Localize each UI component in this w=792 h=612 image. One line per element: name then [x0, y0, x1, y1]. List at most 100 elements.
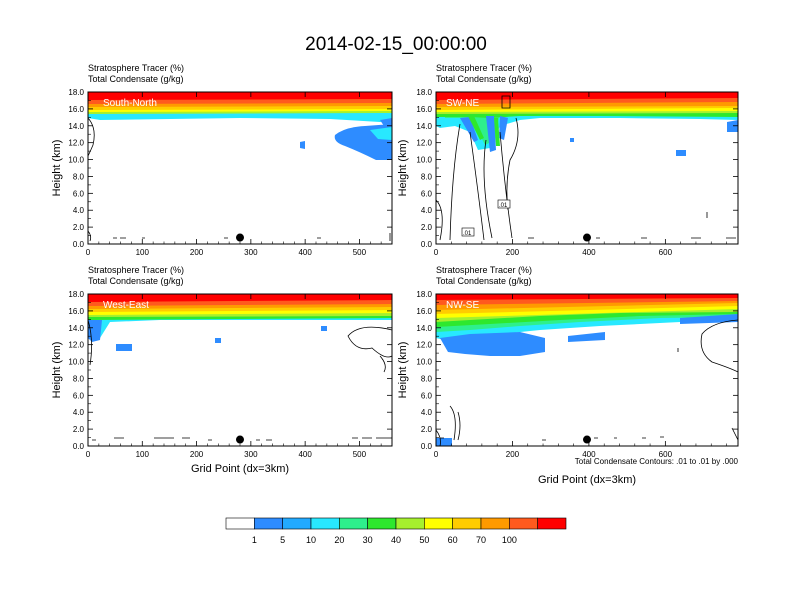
y-tick-label: 14.0	[68, 122, 84, 131]
panel-title-line2: Total Condensate (g/kg)	[88, 74, 184, 84]
panel-label: NW-SE	[446, 300, 479, 311]
y-tick-label: 4.0	[73, 206, 85, 215]
y-tick-label: 18.0	[68, 290, 84, 299]
cloud-blue-ground	[436, 438, 452, 446]
x-axis-label: Grid Point (dx=3km)	[191, 463, 289, 475]
shade-100	[88, 294, 392, 302]
panel-west-east: Stratosphere Tracer (%) Total Condensate…	[51, 265, 393, 475]
x-tick-label: 0	[86, 450, 91, 459]
panel-south-north: Stratosphere Tracer (%) Total Condensate…	[51, 63, 393, 257]
y-tick-label: 0.0	[421, 442, 433, 451]
y-axis-label: Height (km)	[51, 140, 63, 197]
y-tick-label: 0.0	[73, 442, 85, 451]
colorbar-label: 10	[306, 535, 316, 545]
y-tick-label: 16.0	[416, 307, 432, 316]
contour-ground	[88, 230, 391, 242]
panel-label: South-North	[103, 98, 157, 109]
colorbar-swatch	[225, 517, 255, 530]
y-axis: 0.0 2.0 4.0 6.0 8.0 10.0 12.0 14.0 16.0 18.0	[416, 88, 738, 249]
colorbar-swatch	[424, 517, 453, 530]
contour-right	[347, 326, 392, 373]
colorbar-swatch	[310, 517, 340, 530]
y-tick-label: 2.0	[73, 223, 85, 232]
cloud-blue-small	[570, 120, 738, 156]
shade-100	[436, 294, 738, 300]
x-tick-label: 100	[136, 450, 150, 459]
colorbar-swatch	[509, 517, 538, 530]
panel-title-line2: Total Condensate (g/kg)	[436, 74, 532, 84]
x-axis: 0 200 400 600	[434, 294, 727, 459]
x-tick-label: 200	[190, 450, 204, 459]
colorbar-label: 50	[419, 535, 429, 545]
colorbar-label: 40	[391, 535, 401, 545]
y-tick-label: 4.0	[421, 408, 433, 417]
colorbar-label: 20	[334, 535, 344, 545]
x-tick-label: 300	[244, 450, 258, 459]
contour-ground	[92, 437, 392, 441]
y-tick-label: 4.0	[421, 206, 433, 215]
y-tick-label: 2.0	[73, 425, 85, 434]
contour-ground	[528, 212, 736, 239]
panel-title-line1: Stratosphere Tracer (%)	[88, 265, 184, 275]
x-tick-label: 400	[582, 450, 596, 459]
y-tick-label: 6.0	[73, 189, 85, 198]
x-tick-label: 400	[582, 248, 596, 257]
y-tick-label: 16.0	[68, 105, 84, 114]
field-layer	[88, 92, 392, 242]
panel-title-line1: Stratosphere Tracer (%)	[436, 63, 532, 73]
y-tick-label: 10.0	[416, 358, 432, 367]
y-tick-label: 16.0	[68, 307, 84, 316]
y-tick-label: 6.0	[421, 391, 433, 400]
location-marker	[236, 233, 244, 242]
contour-label-box	[497, 199, 511, 209]
y-tick-label: 18.0	[416, 88, 432, 97]
y-tick-label: 16.0	[416, 105, 432, 114]
y-tick-label: 14.0	[416, 324, 432, 333]
contour-left	[88, 117, 95, 157]
y-axis-label: Height (km)	[397, 140, 409, 197]
shade-10	[436, 109, 738, 150]
y-tick-label: 10.0	[68, 156, 84, 165]
figure-title: 2014-02-15_00:00:00	[305, 34, 487, 55]
y-tick-label: 6.0	[421, 189, 433, 198]
cloud-blue-right	[380, 118, 392, 127]
y-tick-label: 4.0	[73, 408, 85, 417]
location-marker	[236, 435, 244, 444]
colorbar-label: 70	[476, 535, 486, 545]
panel-sw-ne: Stratosphere Tracer (%) Total Condensate…	[397, 63, 739, 257]
cloud-blue-small	[300, 141, 305, 149]
x-tick-label: 500	[353, 450, 367, 459]
y-tick-label: 12.0	[68, 341, 84, 350]
x-tick-label: 300	[244, 248, 258, 257]
contour-convective	[436, 95, 519, 241]
colorbar-swatch	[367, 517, 397, 530]
cloud-blue-large	[440, 332, 545, 356]
colorbar-swatch	[339, 517, 368, 530]
panel-title-line2: Total Condensate (g/kg)	[88, 276, 184, 286]
colorbar-label: 100	[502, 535, 517, 545]
cloud-blue-streaks	[460, 116, 508, 152]
x-tick-label: 400	[298, 450, 312, 459]
x-tick-label: 500	[353, 248, 367, 257]
x-tick-label: 100	[136, 248, 150, 257]
y-tick-label: 12.0	[416, 139, 432, 148]
y-tick-label: 0.0	[73, 240, 85, 249]
x-tick-label: 600	[659, 248, 673, 257]
x-axis: 0 100 200 300 400 500	[86, 294, 382, 459]
contour-label-box	[461, 227, 475, 237]
panel-label: SW-NE	[446, 98, 479, 109]
contour-label: .01	[463, 231, 472, 237]
y-tick-label: 8.0	[73, 374, 85, 383]
colorbar-swatch	[480, 517, 510, 530]
y-tick-label: 12.0	[416, 341, 432, 350]
y-tick-label: 0.0	[421, 240, 433, 249]
y-tick-label: 8.0	[73, 172, 85, 181]
colorbar-label: 1	[252, 535, 257, 545]
cloud-blue-small	[116, 326, 327, 351]
x-axis: 0 100 200 300 400 500	[86, 92, 382, 257]
y-axis: 0.0 2.0 4.0 6.0 8.0 10.0 12.0 14.0 16.0 18.0	[416, 290, 738, 451]
contour-label: .01	[499, 203, 508, 209]
contour-footnote: Total Condensate Contours: .01 to .01 by…	[575, 457, 739, 466]
field-layer	[436, 294, 738, 446]
colorbar-swatch	[254, 517, 283, 530]
